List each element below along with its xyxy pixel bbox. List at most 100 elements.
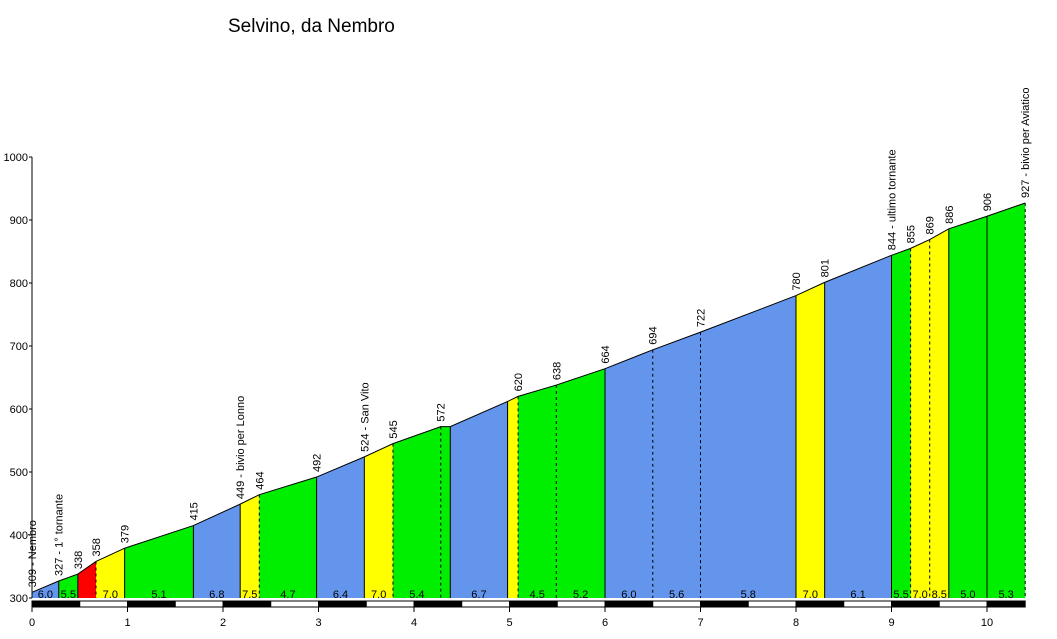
chart-title: Selvino, da Nembro [228,16,395,37]
km-bar-segment [222,600,272,608]
y-tick-label: 900 [10,215,28,227]
segment-fill [124,525,194,598]
segment-fill [193,504,241,598]
elevation-label: 844 - ultimo tornante [887,149,899,250]
elevation-label: 855 [906,225,918,243]
segment-fill [824,255,892,598]
elevation-label: 664 [600,345,612,363]
km-bar-segment [843,600,892,608]
x-tick-label: 1 [124,617,130,629]
gradient-label: 6.7 [471,589,486,601]
km-bar-segment [700,600,749,608]
elevation-label: 338 [73,551,85,569]
segment-fill [316,456,365,598]
segment-fill [987,202,1026,599]
km-bar-segment [795,600,845,608]
km-bar-segment [413,600,463,608]
gradient-label: 5.6 [669,589,684,601]
segment-fill [652,332,701,598]
gradient-label: 7.5 [242,589,257,601]
gradient-label: 4.5 [530,589,545,601]
y-tick-label: 600 [10,404,28,416]
elevation-label: 464 [254,471,266,489]
profile-polyline [31,202,1026,593]
km-bar-segment [174,600,224,608]
km-bar-segment [79,600,128,608]
elevation-label: 620 [513,373,525,391]
x-tick-label: 2 [220,617,226,629]
x-tick-label: 4 [411,617,417,629]
gradient-label: 5.5 [61,589,76,601]
x-tick-label: 7 [697,617,703,629]
segment-fill [392,426,441,598]
segment-fill [948,216,987,598]
segment-fill [891,248,911,598]
elevation-label: 379 [120,525,132,543]
segment-fill [95,548,125,598]
gradient-label: 5.3 [998,589,1013,601]
elevation-label: 524 - San Vito [359,382,371,452]
gradient-label: 6.4 [333,589,348,601]
elevation-label: 869 [925,216,937,234]
segment-fill [77,561,96,598]
gradient-label: 5.1 [151,589,166,601]
km-bar-segment [270,600,319,608]
km-bar-segment [986,600,1026,608]
gradient-label: 7.0 [803,589,818,601]
x-tick-label: 6 [602,617,608,629]
elevation-label: 780 [791,272,803,290]
elevation-label: 309 - Nembro [27,520,39,587]
x-tick-label: 5 [506,617,512,629]
gradient-labels: 6.0 5.5 7.0 5.1 6.8 7.5 4.7 6.4 7.0 5.4 6.7 4.5 5.2 6… [38,589,1014,601]
gradient-label: 6.0 [38,589,53,601]
segment-fill [605,349,653,598]
elevation-label: 492 [312,454,324,472]
gradient-label: 4.7 [280,589,295,601]
x-tick-label: 3 [315,617,321,629]
elevation-label: 906 [982,193,994,211]
elevation-label: 694 [648,326,660,344]
segment-fill [910,239,930,598]
segment-fill [440,426,451,598]
elevation-label: 327 - 1° tornante [54,494,66,576]
y-tick-label: 1000 [4,152,28,164]
km-bar-segment [652,600,701,608]
elevation-label: 722 [696,309,708,327]
segment-fill [796,282,825,598]
elevation-annotations: 309 - Nembro 327 - 1° tornante 338 358 379 41… [27,88,1032,588]
km-bar-segment [556,600,606,608]
elevation-label: 572 [436,403,448,421]
km-bar-segment [891,600,940,608]
gradient-label: 5.5 [893,589,908,601]
y-tick-label: 800 [10,278,28,290]
segment-fill [556,368,605,598]
segment-fill [450,401,508,598]
gradient-label: 7.0 [103,589,118,601]
gradient-label: 5.4 [409,589,424,601]
gradient-label: 6.8 [209,589,224,601]
x-tick-label: 9 [888,617,894,629]
segment-dividers [58,202,1026,598]
y-tick-label: 500 [10,467,28,479]
segment-fill [929,228,949,598]
x-tick-label: 0 [29,617,35,629]
segment-fills [32,202,1026,599]
km-bar-segment [318,600,367,608]
gradient-label: 6.1 [850,589,865,601]
profile-line [31,202,1026,593]
km-bar-segment [461,600,510,608]
gradient-label: 8.5 [932,589,947,601]
segment-fill [58,574,78,598]
gradient-label: 7.0 [371,589,386,601]
x-tick-label: 8 [793,617,799,629]
segment-fill [240,494,260,598]
gradient-label: 7.0 [913,589,928,601]
y-tick-label: 300 [10,593,28,605]
segment-fill [700,295,796,598]
elevation-label: 801 [820,259,832,277]
segment-fill [507,396,519,598]
y-tick-label: 400 [10,530,28,542]
elevation-label: 927 - bivio per Aviatico [1020,88,1032,198]
elevation-label: 449 - bivio per Lonno [235,396,247,499]
